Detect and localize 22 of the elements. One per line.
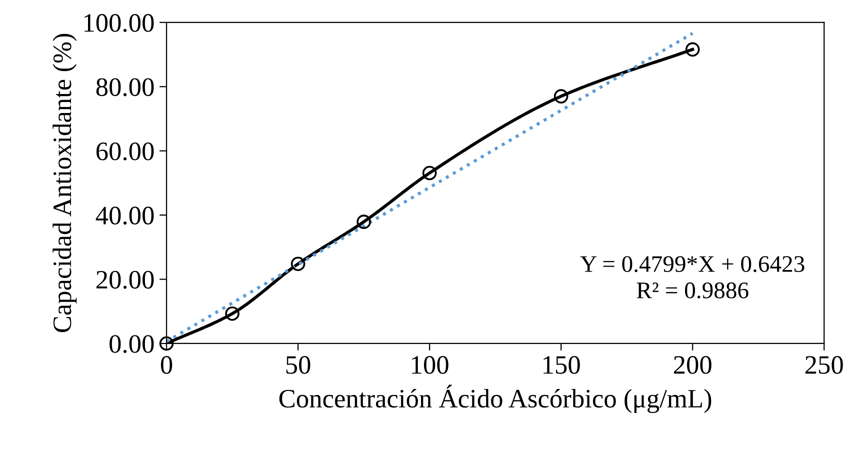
point [422,166,437,180]
y-tick-label: 40.00 [96,206,154,225]
x-tick-label: 0 [160,356,172,374]
annotation: Y = 0.4799*X + 0.6423 R² = 0.9886 [580,256,804,298]
x-axis-title: Concentración Ácido Ascórbico (μg/mL) [279,384,712,414]
y-tick-label: 100.00 [84,14,154,32]
x-tick-label: 200 [674,356,712,374]
point [685,42,700,57]
x-tick-label: 50 [286,356,310,374]
y-tick-label: 20.00 [96,270,154,289]
point [159,336,174,351]
point [225,306,240,321]
y-tick-label: 80.00 [96,78,154,96]
y-tick-label: 0.00 [110,335,154,354]
point [554,89,568,104]
point [356,214,371,229]
point [290,256,306,272]
y-axis-title: Capacidad Antioxidante (%) [52,34,77,332]
y-tick-label: 60.00 [96,142,154,160]
x-tick-label: 150 [544,356,580,374]
x-tick-label: 100 [412,356,448,374]
x-tick-label: 250 [805,356,843,374]
